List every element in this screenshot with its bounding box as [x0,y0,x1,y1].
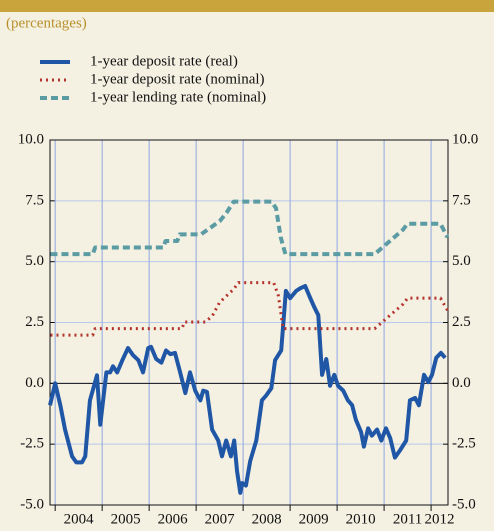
x-tick-label: 2011 [393,511,422,527]
y2-tick-label: 0.0 [452,375,471,391]
plot-frame [49,139,449,506]
data-line [50,199,450,257]
y2-tick-label: -5.0 [452,496,476,512]
y2-tick-label: 5.0 [452,253,471,269]
y2-tick-label: 2.5 [452,314,471,330]
x-tick-label: 2006 [158,511,189,527]
x-tick-label: 2012 [425,511,455,527]
x-tick-label: 2010 [346,511,376,527]
x-tick-label: 2004 [64,511,95,527]
legend-label: 1-year deposit rate (real) [90,53,238,69]
data-line [48,284,447,495]
y-tick-label: -5.0 [20,496,44,512]
y-tick-label: 0.0 [25,375,44,391]
y-tick-label: 10.0 [18,131,44,147]
y-tick-label: -2.5 [20,436,44,452]
x-tick-label: 2005 [111,511,141,527]
data-line [50,281,449,337]
x-tick-label: 2008 [252,511,282,527]
x-tick-label: 2009 [299,511,329,527]
y2-tick-label: 10.0 [452,131,478,147]
legend-label: 1-year lending rate (nominal) [90,89,266,105]
header-bar [0,0,494,12]
y2-tick-label: 7.5 [452,192,471,208]
y-tick-label: 7.5 [25,192,44,208]
y-tick-label: 5.0 [25,253,44,269]
x-tick-label: 2007 [205,511,236,527]
y-tick-label: 2.5 [25,314,44,330]
legend-label: 1-year deposit rate (nominal) [90,71,265,87]
y2-tick-label: -2.5 [452,436,476,452]
chart-subtitle: (percentages) [6,15,87,31]
